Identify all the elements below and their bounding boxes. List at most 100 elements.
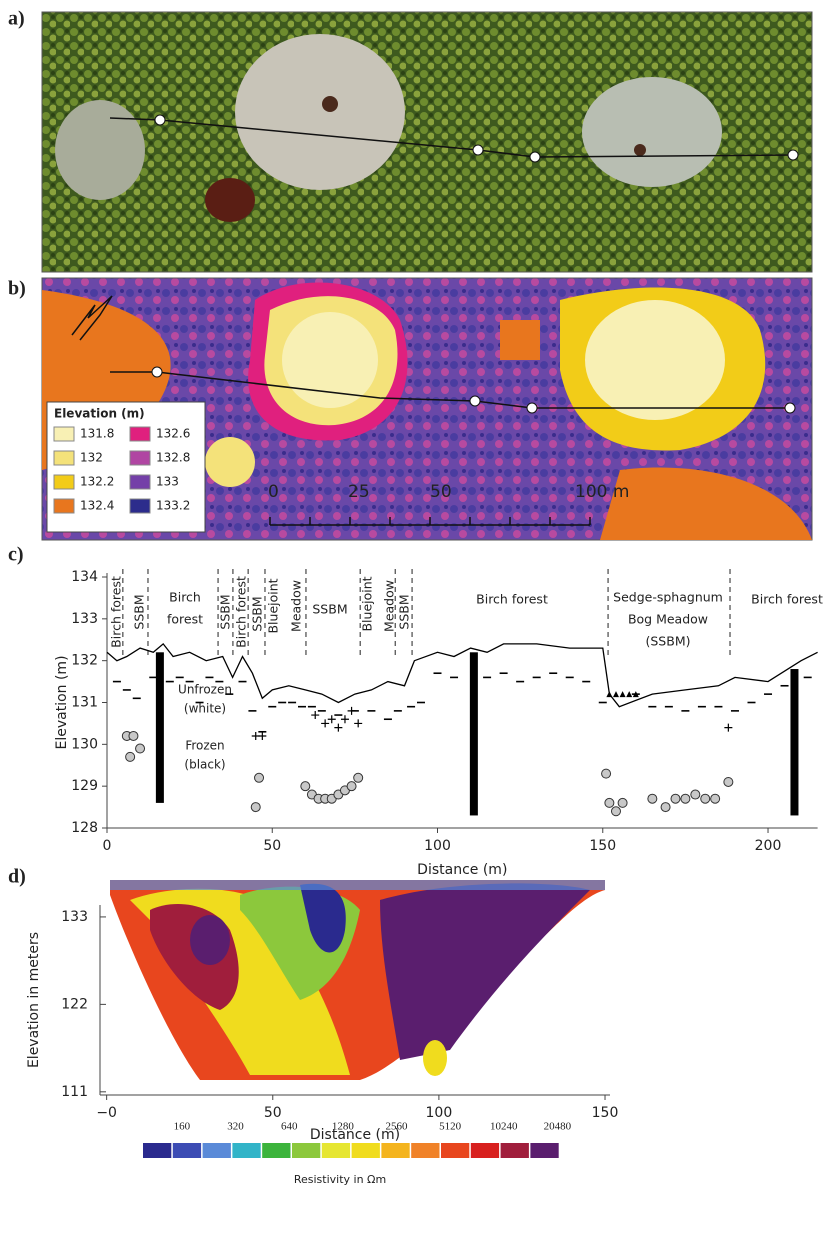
zone-label: forest [167, 612, 203, 627]
zone-label: (SSBM) [646, 634, 691, 649]
zone-label: SSBM [218, 594, 233, 629]
legend-label: 133.2 [156, 499, 190, 513]
x-axis-label: Distance (m) [417, 862, 507, 878]
legend-swatch [130, 499, 150, 513]
colorbar-swatch [381, 1143, 409, 1158]
zone-label: SSBM [132, 594, 147, 629]
legend-label: 132.2 [80, 475, 114, 489]
y-tick-label: 130 [71, 736, 98, 752]
panel-label: c) [8, 544, 24, 566]
scale-label: 0 [268, 482, 279, 502]
zone-label: Birch forest [476, 592, 548, 607]
probe-circle [347, 782, 356, 791]
legend-swatch [130, 427, 150, 441]
panel-label: d) [8, 866, 26, 888]
annotation: Frozen [185, 739, 224, 753]
zone-label: SSBM [250, 596, 265, 631]
x-tick-label: 50 [263, 838, 281, 854]
probe-circle [618, 798, 627, 807]
page: Figure html,body{margin:0;padding:0;back… [0, 0, 829, 1242]
panel-label: a) [8, 8, 25, 30]
legend-label: 132.8 [156, 451, 190, 465]
colorbar-swatch [173, 1143, 201, 1158]
colorbar-swatch [501, 1143, 529, 1158]
colorbar-swatch [262, 1143, 290, 1158]
zone-label: SSBM [397, 594, 412, 629]
zone-label: Birch forest [751, 592, 823, 607]
triangle-marker [613, 691, 619, 697]
plus-marker [321, 719, 329, 727]
scale-label: 25 [348, 482, 370, 502]
plus-marker [341, 715, 349, 723]
legend-label: 132 [80, 451, 103, 465]
probe-circle [661, 803, 670, 812]
plus-marker [258, 732, 266, 740]
annotation: (white) [184, 702, 226, 716]
colorbar-swatch [441, 1143, 469, 1158]
y-tick-label: 134 [71, 569, 98, 585]
colorbar-tick-label: 640 [281, 1121, 298, 1133]
colorbar-tick-label: 2560 [385, 1121, 408, 1133]
colorbar-label: Resistivity in Ωm [294, 1173, 386, 1186]
plus-marker [724, 724, 732, 732]
borehole [470, 652, 478, 815]
probe-circle [711, 794, 720, 803]
scale-label: 50 [430, 482, 452, 502]
triangle-marker [606, 691, 612, 697]
colorbar-swatch [411, 1143, 439, 1158]
y-tick-label: 131 [71, 695, 98, 711]
body: {"panels":{ "a":{"label":"a)"}, "b":{"la… [0, 0, 829, 1242]
zone-label: Sedge-sphagnum [613, 590, 723, 605]
zone-label: Meadow [382, 580, 397, 632]
legend-label: 132.6 [156, 427, 190, 441]
legend-swatch [54, 427, 74, 441]
zone-label: Birch forest [109, 576, 124, 648]
borehole [156, 652, 164, 803]
probe-circle [129, 731, 138, 740]
colorbar-swatch [143, 1143, 171, 1158]
probe-circle [671, 794, 680, 803]
triangle-marker [626, 691, 632, 697]
probe-circle [648, 794, 657, 803]
zone-label: Bog Meadow [628, 612, 708, 627]
probe-circle [602, 769, 611, 778]
y-tick-label: 132 [71, 653, 98, 669]
triangle-marker [620, 691, 626, 697]
x-tick-label: 0 [103, 838, 112, 854]
x-tick-label: 50 [264, 1105, 282, 1121]
x-tick-label: 100 [424, 838, 451, 854]
x-tick-label: −0 [96, 1105, 117, 1121]
probe-circle [611, 807, 620, 816]
plus-marker [334, 724, 342, 732]
probe-circle [701, 794, 710, 803]
y-tick-label: 133 [71, 611, 98, 627]
zone-label: Birch forest [234, 576, 249, 648]
legend-swatch [54, 499, 74, 513]
colorbar-tick-label: 320 [227, 1121, 244, 1133]
colorbar-tick-label: 20480 [544, 1121, 572, 1133]
colorbar-swatch [471, 1143, 499, 1158]
plus-marker [311, 711, 319, 719]
probe-circle [255, 773, 264, 782]
x-tick-label: 100 [426, 1105, 453, 1121]
colorbar-swatch [232, 1143, 260, 1158]
zone-label: SSBM [312, 602, 347, 617]
probe-circle [354, 773, 363, 782]
panel-label: b) [8, 278, 26, 300]
y-axis-label: Elevation (m) [54, 655, 70, 749]
colorbar-swatch [530, 1143, 558, 1158]
y-axis-label: Elevation in meters [26, 932, 42, 1068]
y-tick-label: 111 [61, 1084, 88, 1100]
plus-marker [348, 707, 356, 715]
probe-circle [605, 798, 614, 807]
y-tick-label: 122 [61, 996, 88, 1012]
y-tick-label: 133 [61, 909, 88, 925]
annotation: Unfrozen [178, 683, 232, 697]
borehole [790, 669, 798, 815]
x-tick-label: 150 [592, 1105, 619, 1121]
surface-line [107, 644, 818, 707]
x-tick-label: 150 [589, 838, 616, 854]
aerial-photo [42, 12, 812, 272]
colorbar-swatch [322, 1143, 350, 1158]
colorbar-tick-label: 1280 [332, 1121, 355, 1133]
